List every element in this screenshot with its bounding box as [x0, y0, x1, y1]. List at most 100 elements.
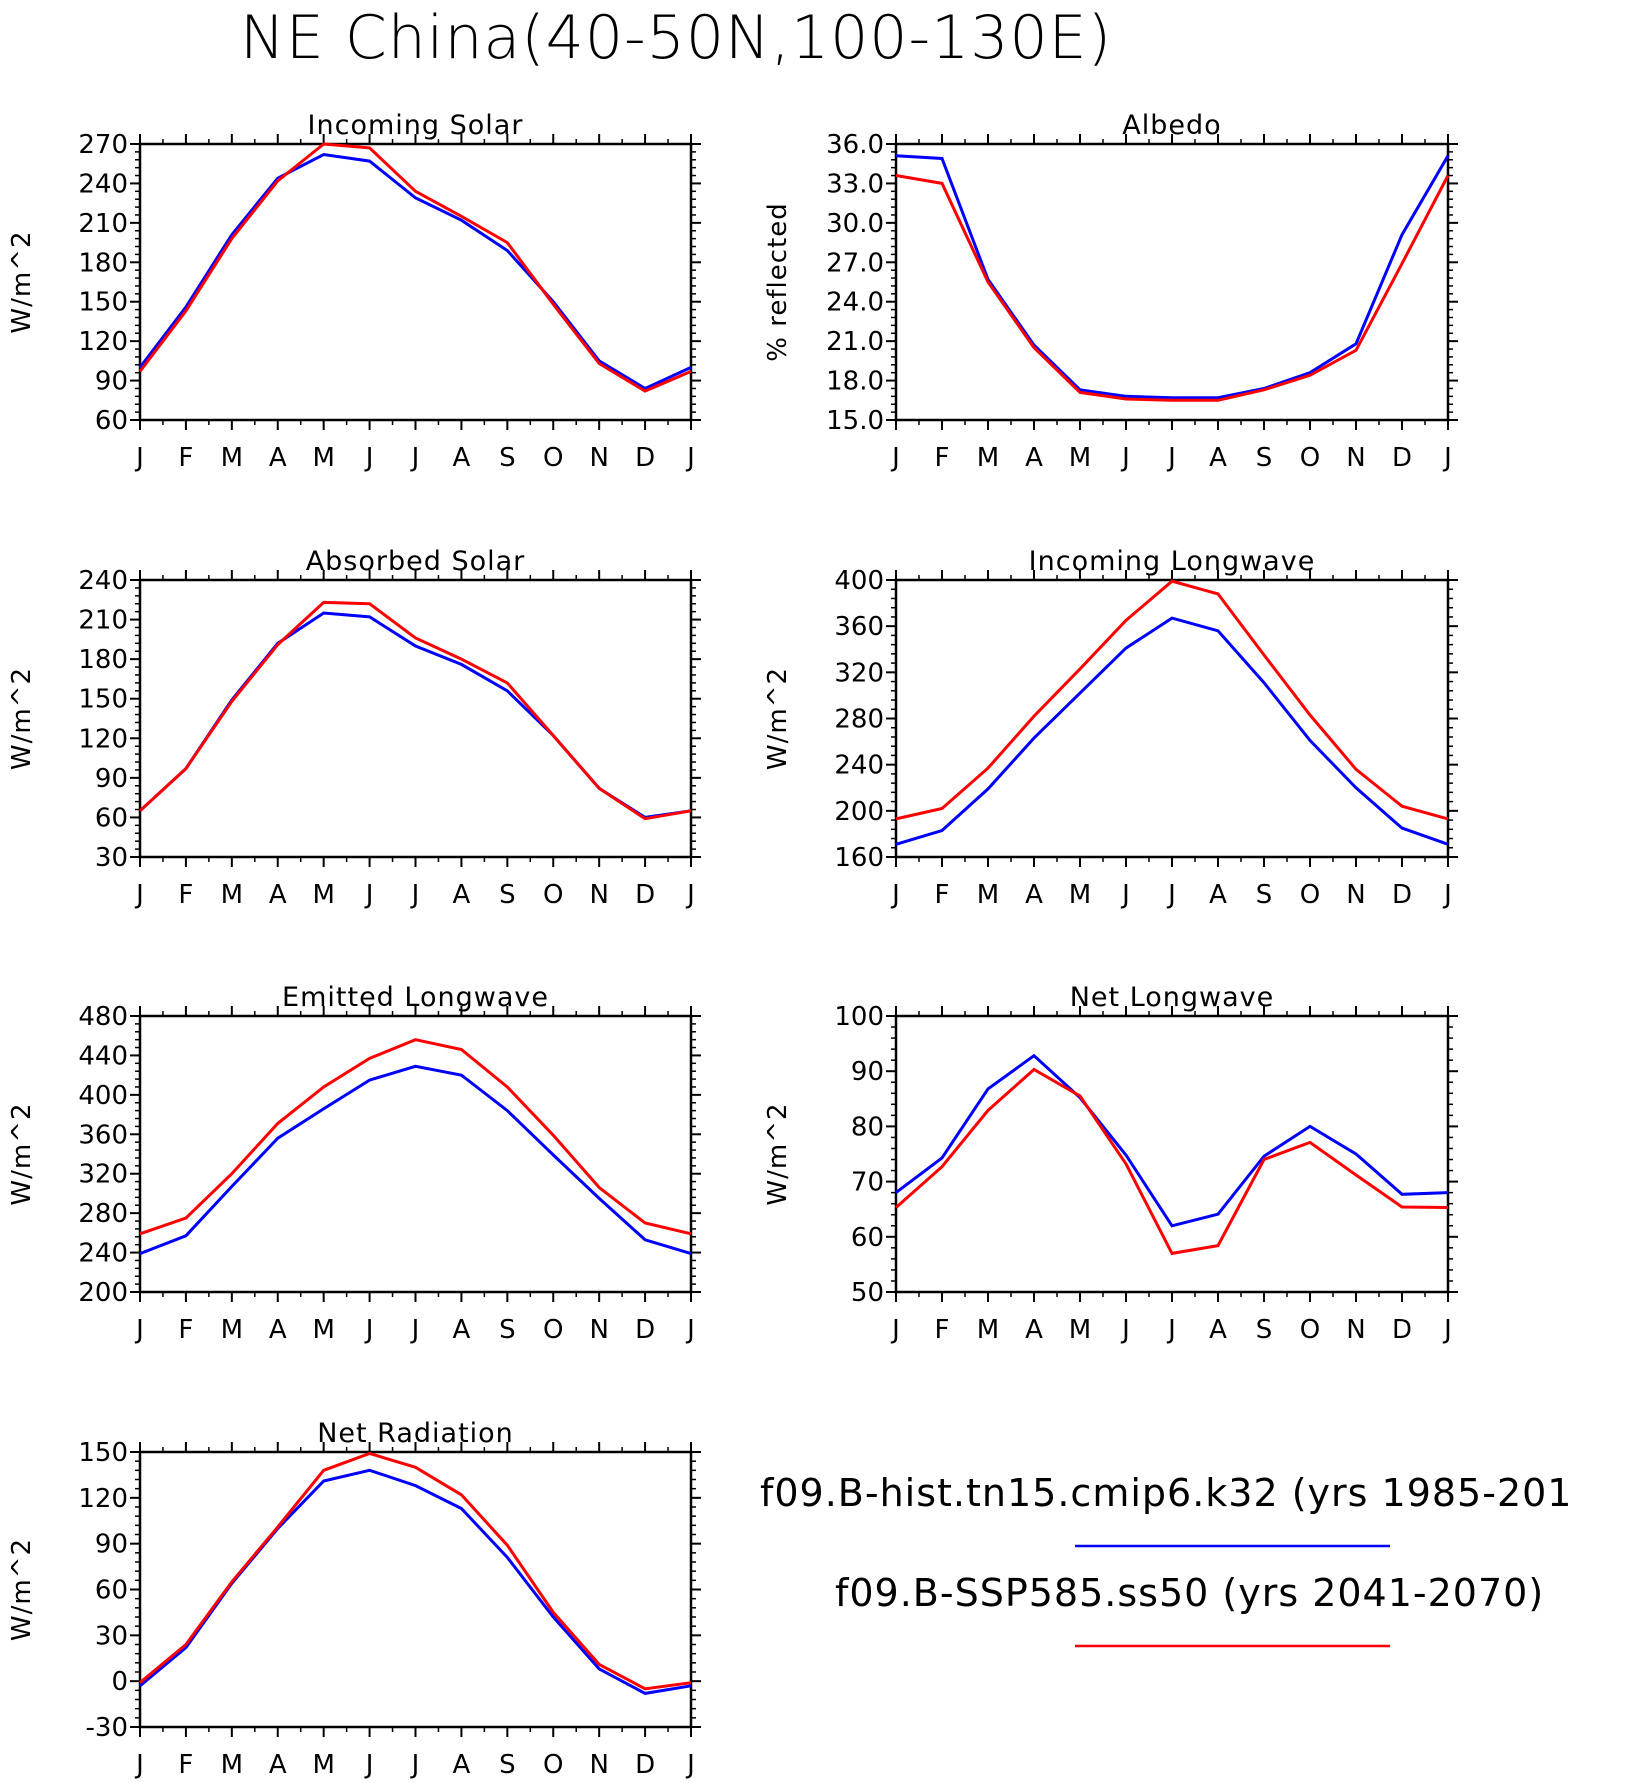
x-tick-label: J [685, 1315, 695, 1345]
x-tick-label: A [1209, 880, 1227, 910]
y-tick-label: 180 [78, 645, 128, 675]
y-tick-label: 150 [78, 1438, 128, 1468]
y-tick-label: 210 [78, 606, 128, 636]
x-tick-label: J [364, 1750, 374, 1780]
y-tick-label: 240 [78, 169, 128, 199]
x-tick-label: F [935, 880, 950, 910]
x-tick-label: M [312, 443, 334, 473]
y-tick-label: 400 [834, 566, 884, 596]
y-tick-label: 280 [78, 1199, 128, 1229]
x-tick-label: D [635, 1750, 655, 1780]
x-tick-label: J [410, 1315, 420, 1345]
series-line-ssp585 [139, 1038, 692, 1236]
y-tick-label: 120 [78, 1484, 128, 1514]
legend-label-hist: f09.B-hist.tn15.cmip6.k32 (yrs 1985-201 [760, 1471, 1572, 1515]
x-tick-label: N [1346, 443, 1365, 473]
x-tick-label: J [1442, 443, 1452, 473]
y-tick-label: 0 [111, 1667, 128, 1697]
x-tick-label: J [1166, 880, 1176, 910]
x-tick-label: A [269, 880, 287, 910]
x-tick-label: A [1025, 880, 1043, 910]
plot-frame [138, 1014, 693, 1294]
y-tick-label: -30 [86, 1713, 128, 1743]
x-tick-label: M [221, 1315, 243, 1345]
x-tick-label: A [1025, 443, 1043, 473]
y-axis: -30 0 30 60 90 120 150 [78, 1438, 701, 1743]
y-axis: 15.0 18.0 21.0 24.0 27.0 30.0 33.0 36.0 [826, 130, 1458, 436]
y-axis-label: W/m^2 [7, 667, 37, 770]
y-tick-label: 360 [834, 612, 884, 642]
x-tick-label: D [1392, 443, 1412, 473]
x-tick-label: A [453, 443, 471, 473]
x-tick-label: D [635, 1315, 655, 1345]
x-tick-label: D [635, 880, 655, 910]
series-line-hist [138, 152, 692, 391]
x-tick-label: F [935, 1315, 950, 1345]
y-axis: 30 60 90 120 150 180 210 240 [78, 566, 701, 873]
series-line-hist [139, 1468, 692, 1695]
x-tick-label: J [364, 1315, 374, 1345]
x-tick-label: J [410, 880, 420, 910]
x-tick-label: M [312, 1315, 334, 1345]
y-tick-label: 240 [78, 566, 128, 596]
y-axis-label: W/m^2 [7, 1102, 37, 1205]
y-tick-label: 90 [95, 764, 128, 794]
x-tick-label: J [1120, 880, 1130, 910]
x-tick-label: M [1069, 880, 1091, 910]
y-tick-label: 150 [78, 685, 128, 715]
y-tick-label: 280 [834, 705, 884, 735]
y-tick-label: 36.0 [826, 130, 884, 160]
x-tick-label: N [589, 443, 608, 473]
x-tick-label: M [312, 880, 334, 910]
series-line-ssp585 [895, 579, 1449, 821]
y-tick-label: 180 [78, 248, 128, 278]
x-tick-label: J [364, 880, 374, 910]
x-tick-label: O [543, 443, 563, 473]
y-tick-label: 480 [78, 1002, 128, 1032]
x-tick-label: F [178, 1315, 193, 1345]
y-tick-label: 15.0 [826, 406, 884, 436]
x-tick-label: M [312, 1750, 334, 1780]
x-tick-label: A [1209, 1315, 1227, 1345]
x-tick-label: O [543, 1315, 563, 1345]
y-tick-label: 120 [78, 724, 128, 754]
x-tick-label: S [499, 443, 516, 473]
y-tick-label: 100 [834, 1002, 884, 1032]
x-tick-label: S [1256, 880, 1273, 910]
series-line-ssp585 [139, 1451, 692, 1691]
x-tick-label: N [1346, 880, 1365, 910]
x-tick-label: O [543, 1750, 563, 1780]
series-line-hist [139, 1064, 692, 1256]
x-tick-label: J [1166, 443, 1176, 473]
x-tick-label: A [1025, 1315, 1043, 1345]
y-axis-label: W/m^2 [763, 667, 793, 770]
x-tick-label: S [499, 1750, 516, 1780]
y-tick-label: 30.0 [826, 209, 884, 239]
x-tick-label: J [890, 443, 900, 473]
series-line-ssp585 [895, 1067, 1449, 1256]
series-line-hist [895, 616, 1449, 846]
x-tick-label: A [1209, 443, 1227, 473]
x-tick-label: F [178, 880, 193, 910]
y-tick-label: 150 [78, 288, 128, 318]
y-axis-label: % reflected [763, 202, 793, 361]
x-tick-label: J [890, 1315, 900, 1345]
x-tick-label: M [1069, 1315, 1091, 1345]
x-tick-label: J [1120, 1315, 1130, 1345]
y-tick-label: 90 [851, 1057, 884, 1087]
x-tick-label: O [1300, 443, 1320, 473]
y-tick-label: 240 [78, 1239, 128, 1269]
x-tick-label: J [134, 1750, 144, 1780]
x-tick-label: M [977, 880, 999, 910]
y-tick-label: 60 [95, 1576, 128, 1606]
x-tick-label: N [589, 1315, 608, 1345]
x-tick-label: J [1442, 1315, 1452, 1345]
x-tick-label: F [178, 1750, 193, 1780]
y-tick-label: 270 [78, 130, 128, 160]
x-tick-label: A [453, 1750, 471, 1780]
plot-frame [138, 578, 693, 859]
y-tick-label: 60 [851, 1223, 884, 1253]
